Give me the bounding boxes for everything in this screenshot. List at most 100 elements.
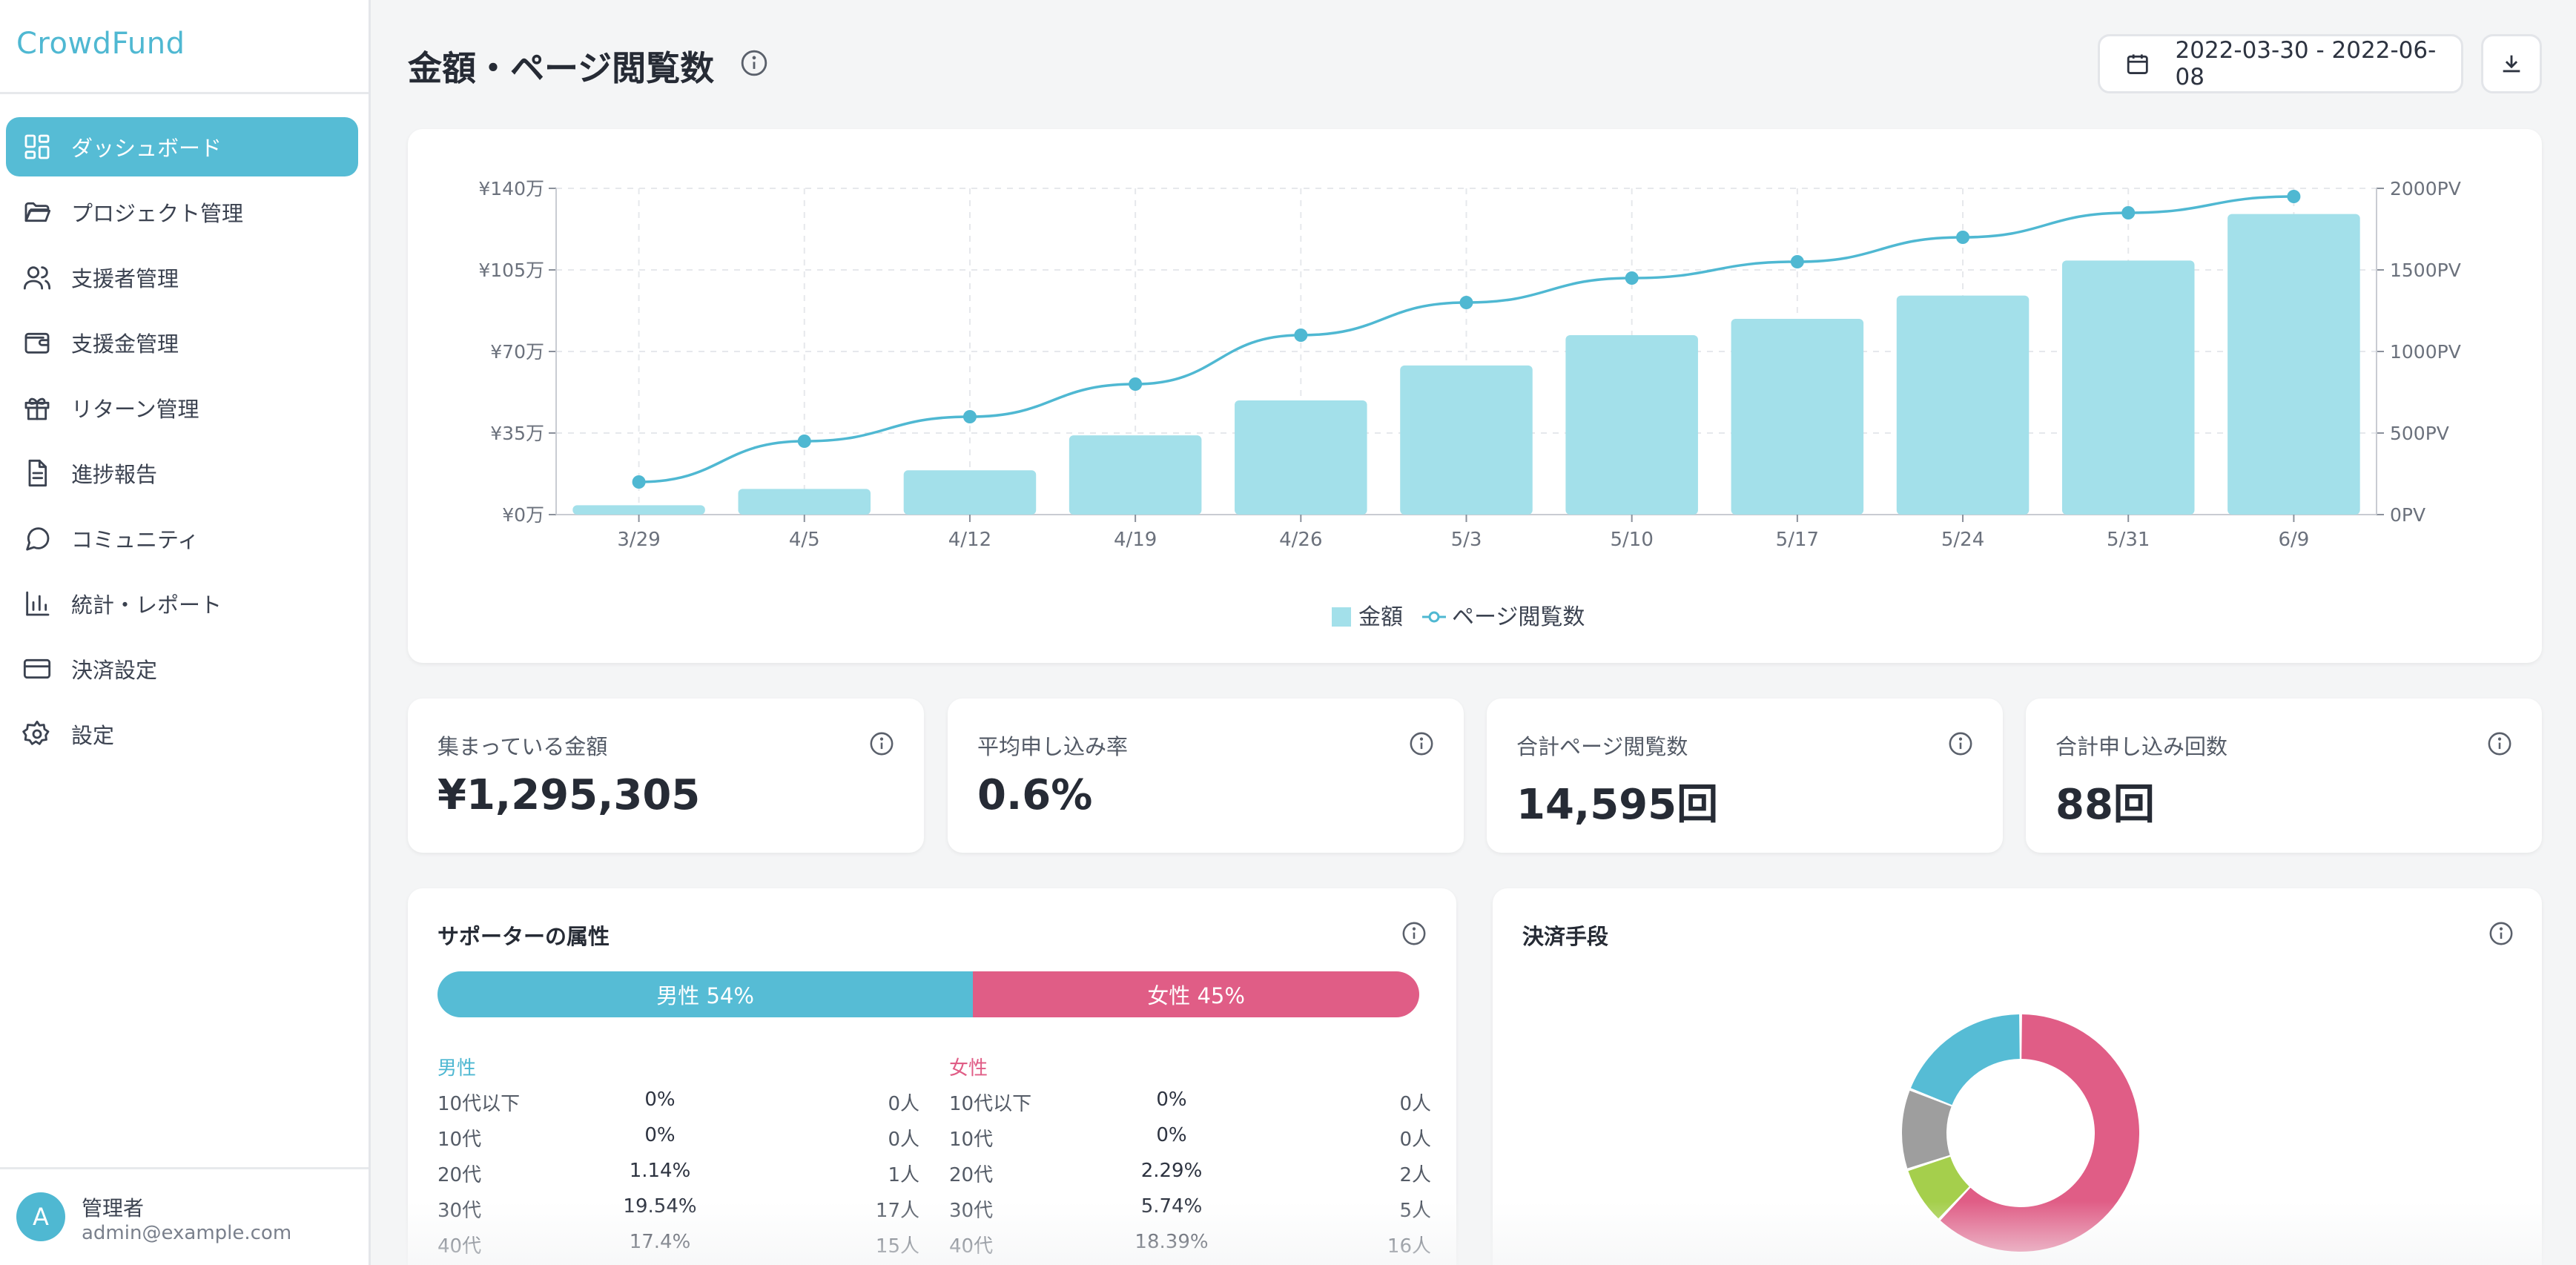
bar-3/29	[572, 505, 705, 515]
age-percent: 19.54%	[623, 1195, 697, 1218]
info-icon[interactable]	[1401, 921, 1427, 946]
age-count: 0人	[1399, 1093, 1431, 1115]
age-percent: 18.39%	[1135, 1231, 1209, 1253]
y-left-tick-label: ¥70万	[490, 341, 544, 363]
sidebar-item-label: プロジェクト管理	[71, 201, 244, 226]
y-right-tick-label: 1000PV	[2390, 341, 2461, 363]
legend-label-pageviews: ページ閲覧数	[1452, 604, 1585, 630]
brand-logo[interactable]: CrowdFund	[16, 27, 185, 61]
stat-card-pageviews: 合計ページ閲覧数 14,595回	[1487, 698, 2003, 853]
amount-pv-chart-card: ¥0万 0PV ¥35万 500PV ¥70万 1000PV ¥105万 1500PV ¥140…	[408, 129, 2542, 663]
sidebar-item-2[interactable]: 支援者管理	[6, 248, 358, 307]
donut-slice-0	[1940, 1014, 2139, 1252]
info-icon[interactable]	[1948, 731, 1973, 756]
sidebar-item-8[interactable]: 決済設定	[6, 639, 358, 698]
age-group: 20代	[437, 1164, 482, 1186]
donut-slice-2	[1902, 1090, 1952, 1169]
credit-card-icon	[22, 654, 52, 684]
stat-card-amount: 集まっている金額 ¥1,295,305	[408, 698, 924, 853]
age-group: 30代	[949, 1200, 994, 1222]
divider	[0, 1167, 369, 1169]
y-right-tick-label: 500PV	[2390, 423, 2449, 444]
age-group: 10代以下	[437, 1093, 521, 1115]
pageview-point-4/19	[1129, 377, 1143, 391]
x-tick-label: 4/12	[948, 529, 991, 551]
sidebar-item-9[interactable]: 設定	[6, 704, 358, 764]
stat-value: ¥1,295,305	[437, 771, 701, 819]
table-row: 30代 5.74% 5人	[949, 1195, 1431, 1231]
age-group: 40代	[949, 1235, 994, 1258]
stat-label: 平均申し込み率	[977, 734, 1129, 759]
table-heading: 男性	[437, 1057, 477, 1080]
sidebar-item-label: 統計・レポート	[71, 592, 222, 618]
age-count: 15人	[875, 1235, 919, 1258]
info-icon[interactable]	[869, 731, 894, 756]
info-icon[interactable]	[2489, 921, 2514, 946]
x-tick-label: 6/9	[2278, 529, 2309, 551]
bar-4/19	[1069, 435, 1202, 515]
info-icon[interactable]	[2487, 731, 2512, 756]
age-count: 17人	[875, 1200, 919, 1222]
age-count: 2人	[1399, 1164, 1431, 1186]
age-group: 20代	[949, 1164, 994, 1186]
age-group: 10代以下	[949, 1093, 1032, 1115]
pageview-point-5/17	[1790, 255, 1804, 268]
calendar-icon	[2127, 54, 2148, 74]
pageview-point-6/9	[2287, 190, 2301, 203]
date-range-text: 2022-03-30 - 2022-06-08	[2175, 37, 2437, 90]
y-right-tick-label: 1500PV	[2390, 260, 2461, 281]
gender-ratio-bar: 男性 54% 女性 45%	[437, 971, 1419, 1017]
sidebar-item-1[interactable]: プロジェクト管理	[6, 182, 358, 242]
x-tick-label: 5/10	[1610, 529, 1653, 551]
stat-value: 0.6%	[977, 771, 1093, 819]
bar-4/26	[1235, 400, 1367, 515]
x-tick-label: 5/31	[2107, 529, 2150, 551]
age-percent: 0%	[644, 1124, 676, 1146]
download-button[interactable]	[2481, 34, 2542, 93]
y-left-tick-label: ¥35万	[490, 423, 544, 444]
bar-5/24	[1896, 295, 2030, 515]
age-group: 40代	[437, 1235, 482, 1258]
pageview-point-5/3	[1459, 296, 1473, 309]
age-count: 0人	[888, 1129, 919, 1151]
pageview-point-5/24	[1956, 231, 1970, 244]
info-icon[interactable]	[740, 49, 768, 77]
chat-icon	[22, 523, 52, 553]
male-segment: 男性 54%	[437, 971, 974, 1017]
sidebar-item-3[interactable]: 支援金管理	[6, 313, 358, 372]
age-percent: 1.14%	[629, 1160, 691, 1182]
male-age-table: 男性 10代以下 0% 0人 10代 0% 0人 20代 1.14% 1人 30代 19.54% 17…	[437, 1053, 919, 1265]
age-group: 10代	[437, 1129, 482, 1151]
pageview-point-5/10	[1625, 271, 1639, 285]
age-percent: 0%	[644, 1089, 676, 1111]
bar-5/3	[1400, 365, 1533, 515]
x-tick-label: 5/24	[1941, 529, 1984, 551]
table-row: 40代 17.4% 15人	[437, 1231, 919, 1265]
section-title: サポーターの属性	[437, 924, 610, 949]
age-percent: 0%	[1156, 1124, 1187, 1146]
table-heading: 女性	[949, 1057, 988, 1080]
user-email: admin@example.com	[82, 1222, 292, 1244]
sidebar-item-7[interactable]: 統計・レポート	[6, 574, 358, 633]
stat-label: 合計ページ閲覧数	[1516, 734, 1688, 759]
date-range-picker[interactable]: 2022-03-30 - 2022-06-08	[2098, 34, 2463, 93]
sidebar-item-0[interactable]: ダッシュボード	[6, 117, 358, 176]
info-icon[interactable]	[1409, 731, 1434, 756]
pageview-point-5/31	[2121, 206, 2136, 219]
users-icon	[22, 262, 52, 292]
sidebar-item-6[interactable]: コミュニティ	[6, 509, 358, 568]
table-row: 30代 19.54% 17人	[437, 1195, 919, 1231]
sidebar-item-5[interactable]: 進捗報告	[6, 443, 358, 503]
x-tick-label: 5/3	[1451, 529, 1482, 551]
stat-card-applications: 合計申し込み回数 88回	[2026, 698, 2542, 853]
age-percent: 2.29%	[1140, 1160, 1203, 1182]
age-count: 0人	[1399, 1129, 1431, 1151]
gift-icon	[22, 393, 52, 423]
page-title: 金額・ページ閲覧数	[408, 48, 715, 88]
y-right-tick-label: 2000PV	[2390, 178, 2461, 199]
avatar[interactable]: A	[16, 1192, 65, 1241]
age-group: 30代	[437, 1200, 482, 1222]
pageview-point-4/5	[797, 435, 811, 448]
sidebar-item-4[interactable]: リターン管理	[6, 378, 358, 437]
donut-slice-3	[1910, 1014, 2020, 1106]
